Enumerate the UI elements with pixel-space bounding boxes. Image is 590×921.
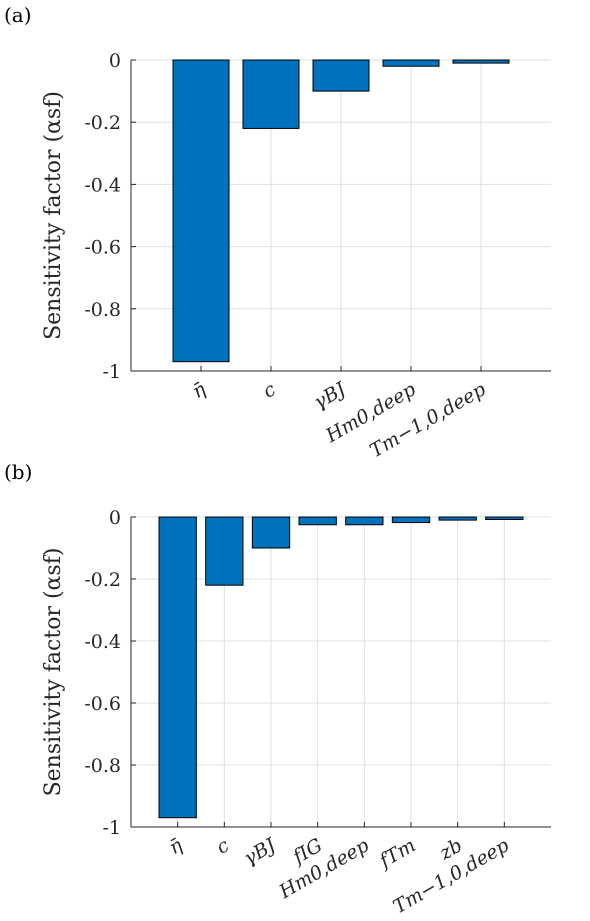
category-label: Hm0,deep <box>275 834 373 903</box>
bar <box>251 516 291 549</box>
bar <box>345 516 384 526</box>
y-axis-label: Sensitivity factor (αsf) <box>41 91 66 340</box>
y-tick-label: -0.4 <box>84 631 121 653</box>
bar <box>172 59 230 363</box>
panel-label: (b) <box>4 460 32 484</box>
y-tick-label: -0.2 <box>84 569 121 591</box>
y-tick-label: -0.8 <box>84 755 121 777</box>
category-label: Tm−1,0,deep <box>366 378 489 462</box>
category-label: fTm <box>374 834 419 873</box>
bar <box>242 59 300 129</box>
y-tick-label: -1 <box>102 361 121 383</box>
y-tick-label: -0.8 <box>84 299 121 321</box>
category-label: γBJ <box>240 834 281 870</box>
y-tick-label: -0.6 <box>84 693 121 715</box>
y-tick-label: -1 <box>102 817 121 839</box>
bar <box>391 516 431 524</box>
category-label: c <box>259 378 280 403</box>
y-tick-label: -0.6 <box>84 237 121 259</box>
bar <box>298 516 337 526</box>
y-axis-label: Sensitivity factor (αsf) <box>41 548 66 797</box>
y-tick-label: 0 <box>109 507 121 529</box>
category-label: c <box>213 834 234 859</box>
chart-panel-0: (a)0-0.2-0.4-0.6-0.8-1η̄ c γBJHm0,deepTm−1… <box>4 3 551 462</box>
bar <box>158 516 197 819</box>
category-label: γBJ <box>310 378 351 414</box>
bar <box>382 59 440 67</box>
panel-label: (a) <box>4 3 32 27</box>
bar <box>205 516 244 586</box>
bar <box>452 59 510 64</box>
y-tick-label: -0.4 <box>84 174 121 196</box>
y-tick-label: 0 <box>109 50 121 72</box>
bar <box>485 516 524 520</box>
bar <box>438 516 477 521</box>
category-label: η̄ <box>189 378 210 403</box>
bar <box>312 59 370 92</box>
category-label: η̄ <box>165 834 186 859</box>
y-tick-label: -0.2 <box>84 112 121 134</box>
